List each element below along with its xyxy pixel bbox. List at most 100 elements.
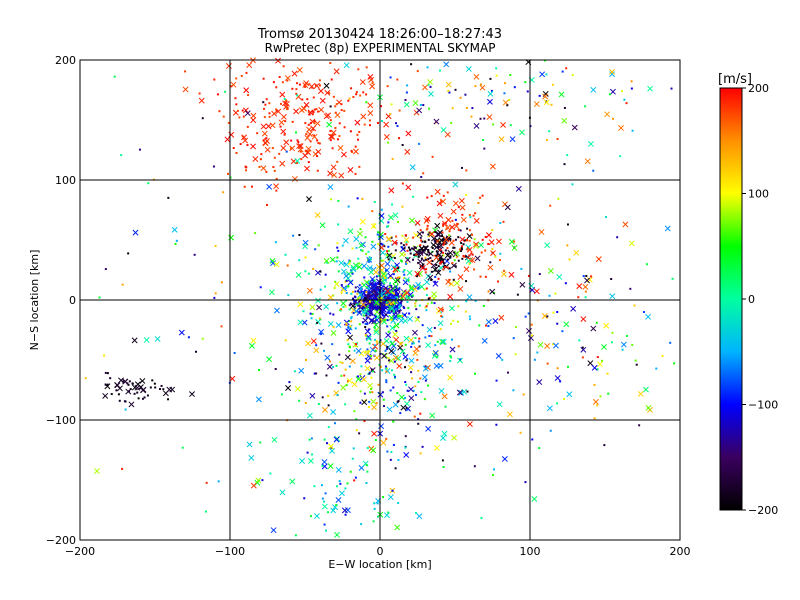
data-point-dot: [336, 302, 339, 305]
data-point-cross: [402, 353, 409, 360]
data-point-dot: [378, 306, 381, 309]
y-tick-label: 0: [69, 294, 76, 307]
data-point-dot: [593, 383, 596, 386]
data-point-dot: [446, 191, 449, 194]
data-point-dot: [403, 247, 406, 250]
data-point-dot: [404, 234, 407, 237]
data-point-dot: [389, 291, 392, 294]
data-point-dot: [403, 277, 406, 280]
data-point-cross: [305, 340, 312, 347]
data-point-cross: [409, 217, 416, 224]
data-point-cross: [490, 250, 496, 257]
data-point-dot: [322, 500, 325, 503]
data-point-dot: [385, 294, 388, 297]
data-point-cross: [343, 62, 350, 69]
data-point-dot: [385, 381, 388, 384]
data-point-cross: [396, 363, 403, 370]
data-point-cross: [433, 363, 440, 369]
data-point-dot: [419, 236, 422, 239]
data-point-cross: [473, 122, 480, 129]
data-point-cross: [182, 86, 189, 93]
data-point-dot: [439, 248, 442, 251]
data-point-dot: [397, 287, 400, 290]
data-point-dot: [359, 94, 362, 97]
data-point-dot: [424, 306, 427, 309]
data-point-dot: [335, 364, 338, 367]
data-point-dot: [366, 281, 369, 284]
data-point-dot: [381, 274, 384, 277]
data-point-dot: [549, 204, 552, 207]
data-point-dot: [324, 273, 327, 276]
data-point-dot: [329, 198, 332, 201]
data-point-dot: [364, 297, 367, 300]
data-point-cross: [280, 145, 287, 152]
data-point-dot: [398, 311, 401, 314]
data-point-cross: [270, 527, 277, 534]
data-point-cross: [338, 172, 345, 179]
data-point-dot: [364, 351, 367, 354]
data-point-cross: [533, 288, 540, 295]
data-point-cross: [519, 281, 526, 288]
data-point-cross: [500, 271, 507, 278]
data-point-dot: [318, 84, 321, 87]
data-point-cross: [496, 401, 503, 408]
data-point-dot: [417, 255, 420, 258]
data-point-dot: [296, 82, 299, 85]
data-point-dot: [268, 102, 271, 105]
data-point-cross: [299, 458, 306, 464]
data-point-dot: [272, 81, 275, 84]
data-point-cross: [495, 353, 502, 359]
data-point-dot: [436, 340, 439, 343]
data-point-dot: [367, 250, 370, 253]
data-point-cross: [448, 305, 455, 312]
data-point-dot: [581, 356, 584, 359]
data-point-dot: [516, 293, 519, 296]
data-point-dot: [367, 287, 370, 290]
data-point-dot: [364, 296, 367, 299]
data-point-dot: [440, 257, 443, 260]
data-point-dot: [318, 79, 321, 82]
data-point-dot: [348, 304, 351, 307]
data-point-dot: [151, 379, 154, 382]
data-point-dot: [368, 256, 371, 259]
data-point-dot: [438, 69, 441, 72]
data-point-cross: [422, 245, 429, 251]
data-point-cross: [370, 223, 377, 230]
data-point-cross: [268, 289, 275, 296]
data-point-dot: [365, 312, 368, 315]
data-point-cross: [479, 84, 486, 91]
data-point-dot: [374, 282, 377, 285]
data-point-dot: [354, 145, 357, 148]
data-point-cross: [380, 439, 387, 446]
data-point-dot: [439, 311, 442, 314]
data-point-cross: [397, 344, 404, 351]
data-point-cross: [546, 405, 553, 412]
data-point-dot: [305, 358, 308, 361]
data-point-dot: [565, 67, 568, 70]
data-point-cross: [357, 291, 364, 298]
data-point-dot: [495, 423, 498, 426]
data-point-dot: [367, 258, 370, 261]
data-point-dot: [393, 302, 396, 305]
data-point-dot: [418, 248, 421, 251]
data-point-dot: [373, 344, 376, 347]
data-point-cross: [393, 354, 399, 361]
data-point-cross: [580, 316, 587, 322]
data-point-cross: [407, 386, 414, 393]
data-point-dot: [352, 96, 355, 99]
data-point-dot: [395, 308, 398, 311]
data-point-dot: [577, 296, 580, 299]
data-point-dot: [428, 334, 431, 337]
data-point-cross: [628, 240, 635, 247]
data-point-dot: [343, 109, 346, 112]
data-point-dot: [343, 126, 346, 129]
data-point-dot: [567, 365, 570, 368]
data-point-cross: [359, 294, 366, 301]
data-point-cross: [326, 363, 333, 370]
data-point-cross: [377, 234, 384, 241]
data-point-dot: [519, 431, 522, 434]
data-point-cross: [412, 100, 419, 106]
data-point-dot: [412, 195, 415, 198]
data-point-dot: [310, 515, 313, 518]
data-point-cross: [327, 294, 334, 301]
